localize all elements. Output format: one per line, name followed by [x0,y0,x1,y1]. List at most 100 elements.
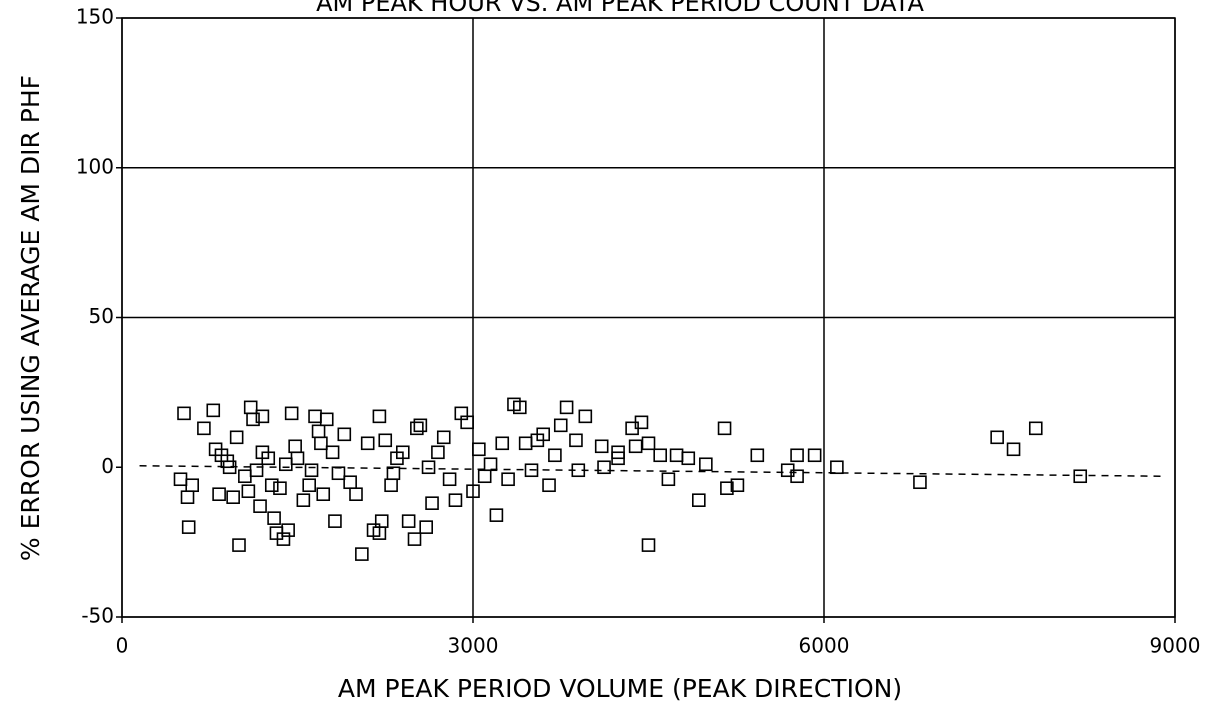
y-axis-label: % ERROR USING AVERAGE AM DIR PHF [16,75,45,561]
point [328,514,342,528]
point [1028,421,1043,436]
point [384,478,398,493]
point [524,463,539,478]
point [395,445,410,460]
point [720,481,734,496]
point [290,451,305,466]
point [681,451,696,466]
point [913,475,927,490]
point [337,427,352,442]
point [477,469,492,484]
point [276,532,291,546]
chart-title: AM PEAK HOUR VS. AM PEAK PERIOD COUNT DA… [316,0,924,17]
x-tick-label: 9000 [1150,634,1201,658]
point [249,463,264,478]
point [410,421,424,436]
point [553,418,568,433]
point [226,490,240,505]
point [559,400,574,415]
point [267,511,281,525]
point [611,445,625,460]
point [343,475,357,490]
point [419,520,434,534]
point [717,421,732,436]
point [401,514,416,528]
point [512,400,527,415]
point [232,538,246,552]
point [518,436,533,451]
point [229,430,244,445]
point [830,460,844,475]
point [730,478,745,493]
x-axis-label: AM PEAK PERIOD VOLUME (PEAK DIRECTION) [338,674,902,703]
point [304,463,319,478]
x-tick-label: 0 [116,634,129,658]
point [421,460,436,475]
point [177,406,191,421]
point [281,523,295,537]
point [173,472,188,487]
point [197,421,211,436]
point [641,436,656,451]
point [597,460,611,475]
point [634,415,649,430]
point [311,424,326,439]
point [360,436,375,451]
point [990,430,1004,445]
point [548,448,562,463]
y-tick-label: -50 [81,604,114,628]
point [750,448,765,463]
point [594,439,609,454]
point [314,436,328,451]
point [372,409,387,424]
point [436,430,451,445]
point [466,484,480,499]
point [273,481,287,496]
point [669,448,684,463]
point [641,538,656,552]
point [253,499,267,513]
point [460,415,474,430]
point [264,478,279,493]
point [238,469,252,484]
point [536,427,551,442]
point [284,406,299,421]
point [692,493,706,507]
point [413,418,428,433]
point [571,463,586,478]
point [386,466,401,481]
point [288,439,302,454]
point [578,409,593,424]
point [661,472,676,487]
point [212,487,226,502]
point [807,448,822,463]
point [442,472,457,487]
point [653,448,668,463]
y-tick-label: 0 [101,454,114,478]
point [206,403,221,418]
point [255,409,270,424]
trend-line [139,465,1164,477]
point [790,469,804,484]
point [448,493,463,507]
point [425,496,439,510]
point [472,442,486,457]
point [243,400,258,415]
point [483,457,498,472]
point [431,445,445,460]
point [542,478,556,493]
x-tick-label: 6000 [799,634,850,658]
point [278,457,293,472]
point [489,508,504,522]
y-tick-label: 100 [76,154,114,178]
point [569,433,583,448]
point [378,433,393,448]
point [319,412,334,427]
point [790,448,804,463]
point [495,436,510,451]
point [331,466,346,481]
point [407,532,422,546]
point [501,472,515,487]
point [1073,469,1088,484]
